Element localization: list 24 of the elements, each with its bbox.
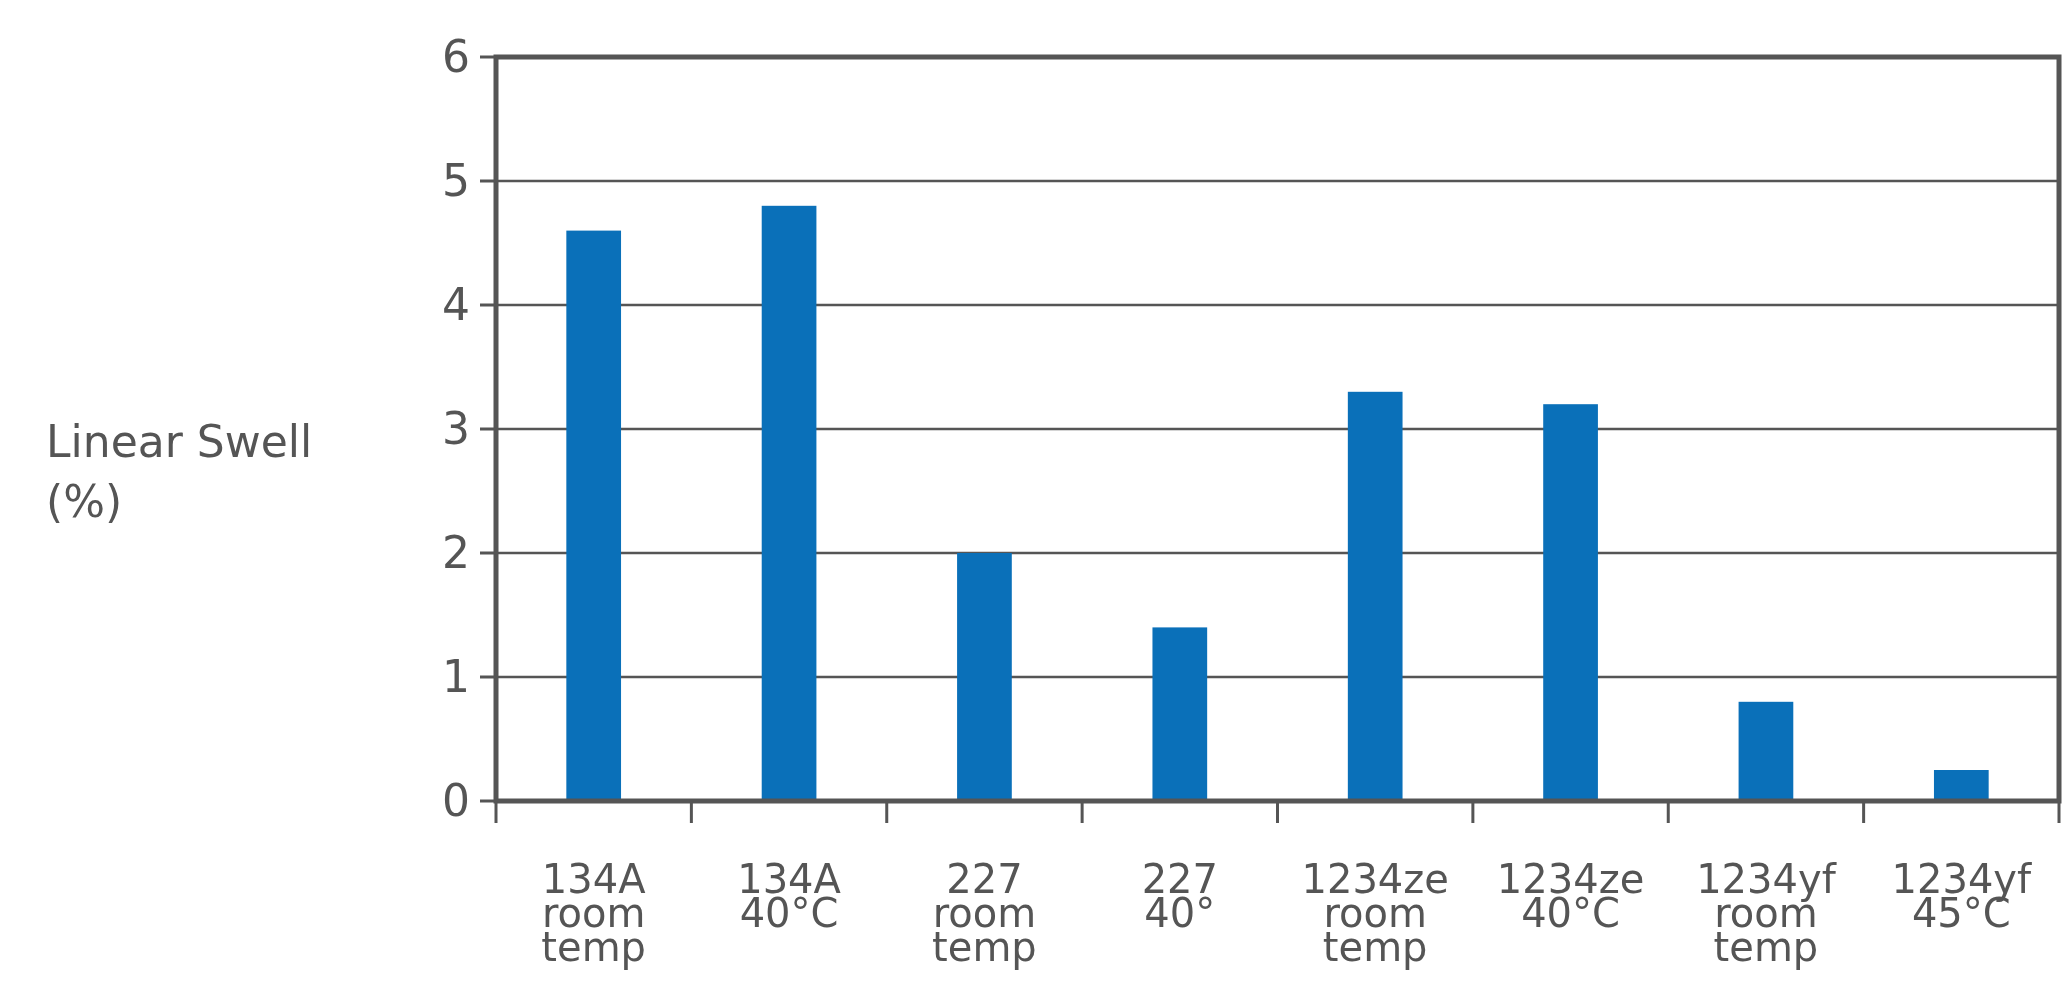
bar [957, 553, 1012, 801]
y-tick-label: 6 [442, 31, 470, 83]
y-tick-label: 4 [442, 279, 470, 331]
y-tick-label: 3 [442, 403, 470, 455]
bar [1738, 701, 1794, 801]
y-tick-label: 5 [442, 155, 470, 207]
y-tick-label: 1 [442, 651, 470, 703]
x-tick-label: 227 room temp [932, 856, 1037, 970]
bar [566, 230, 622, 801]
x-tick-label: 1234yf room temp [1696, 856, 1837, 970]
x-tick-label: 1234ze 40°C [1496, 856, 1645, 936]
y-tick-label: 2 [442, 527, 470, 579]
x-tick-label: 134A 40°C [737, 856, 842, 936]
bar [761, 205, 817, 801]
y-tick-label: 0 [442, 775, 470, 827]
x-tick-label: 1234yf 45°C [1891, 856, 2032, 936]
y-axis-title: Linear Swell (%) [46, 416, 313, 527]
bar [1347, 391, 1403, 801]
bar [1152, 627, 1208, 801]
bar [1933, 770, 1989, 801]
x-tick-label: 1234ze room temp [1301, 856, 1449, 970]
x-tick-label: 227 40° [1141, 856, 1218, 936]
bar [1543, 404, 1598, 801]
x-tick-label: 134A room temp [541, 856, 647, 970]
